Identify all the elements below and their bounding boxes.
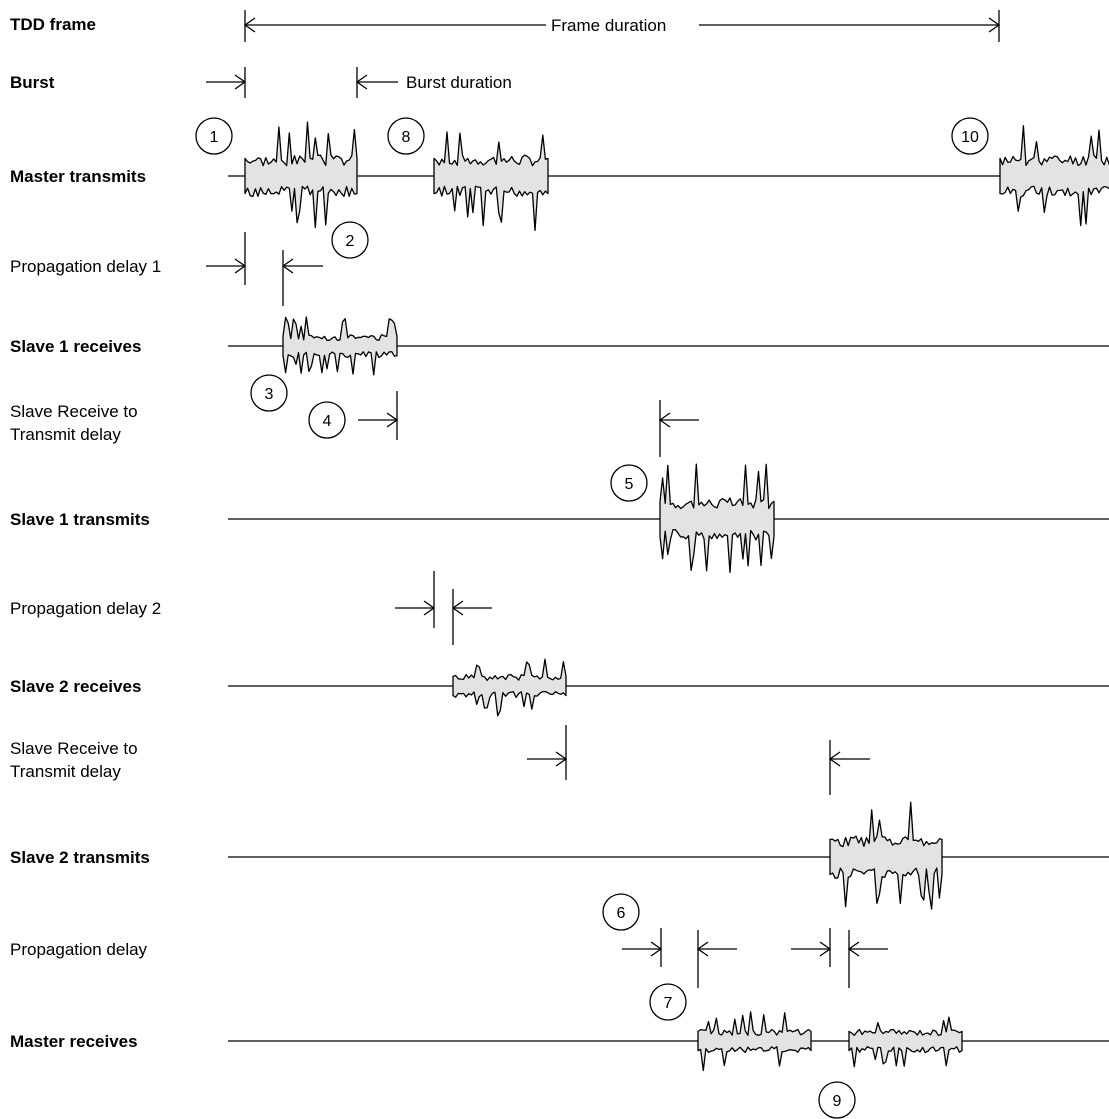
label-slave2-receives: Slave 2 receives xyxy=(10,677,141,696)
label-slave-rx-tx-1-line1: Slave Receive to xyxy=(10,402,138,421)
frame-duration-dimension xyxy=(243,10,1001,42)
marker-4: 4 xyxy=(308,401,346,439)
label-propagation-delay: Propagation delay xyxy=(10,940,148,959)
svg-text:3: 3 xyxy=(265,386,274,403)
marker-7: 7 xyxy=(649,983,687,1021)
marker-2: 2 xyxy=(331,221,369,259)
burst-slave1-rx xyxy=(282,316,398,376)
label-slave-rx-tx-2-line1: Slave Receive to xyxy=(10,739,138,758)
burst-master-tx-1 xyxy=(244,121,358,229)
marker-10: 10 xyxy=(951,117,989,155)
svg-text:7: 7 xyxy=(664,995,673,1012)
label-slave-rx-tx-1-line2: Transmit delay xyxy=(10,425,121,444)
label-master-receives: Master receives xyxy=(10,1032,138,1051)
svg-text:10: 10 xyxy=(961,129,979,146)
numbered-markers: 1 2 3 4 5 6 7 8 xyxy=(195,117,989,1119)
burst-master-rx-1 xyxy=(697,1011,812,1072)
burst-slave2-rx xyxy=(452,658,567,717)
marker-8: 8 xyxy=(387,117,425,155)
marker-6: 6 xyxy=(602,893,640,931)
svg-text:8: 8 xyxy=(402,129,411,146)
label-slave1-receives: Slave 1 receives xyxy=(10,337,141,356)
marker-5: 5 xyxy=(610,464,648,502)
timeline-baselines xyxy=(228,175,1109,1042)
burst-master-tx-10 xyxy=(999,125,1109,227)
svg-text:6: 6 xyxy=(617,905,626,922)
label-slave2-transmits: Slave 2 transmits xyxy=(10,848,150,867)
label-propagation-delay-1: Propagation delay 1 xyxy=(10,257,161,276)
label-propagation-delay-2: Propagation delay 2 xyxy=(10,599,161,618)
marker-3: 3 xyxy=(250,374,288,412)
svg-text:5: 5 xyxy=(625,476,634,493)
label-burst: Burst xyxy=(10,73,55,92)
label-slave1-transmits: Slave 1 transmits xyxy=(10,510,150,529)
label-slave-rx-tx-2-line2: Transmit delay xyxy=(10,762,121,781)
label-master-transmits: Master transmits xyxy=(10,167,146,186)
burst-slave2-tx xyxy=(829,801,943,910)
burst-master-tx-8 xyxy=(433,131,549,232)
burst-duration-label: Burst duration xyxy=(406,73,512,92)
svg-text:4: 4 xyxy=(323,413,332,430)
bursts-layer xyxy=(244,121,1109,1072)
delay-markers xyxy=(206,232,888,988)
marker-9: 9 xyxy=(818,1081,856,1119)
burst-slave1-tx xyxy=(659,463,775,573)
marker-1: 1 xyxy=(195,117,233,155)
svg-text:9: 9 xyxy=(833,1093,842,1110)
label-tdd-frame: TDD frame xyxy=(10,15,96,34)
burst-duration-dimension xyxy=(206,67,398,98)
frame-duration-label: Frame duration xyxy=(551,16,666,35)
svg-text:1: 1 xyxy=(210,129,219,146)
burst-master-rx-2 xyxy=(848,1016,963,1068)
svg-text:2: 2 xyxy=(346,233,355,250)
